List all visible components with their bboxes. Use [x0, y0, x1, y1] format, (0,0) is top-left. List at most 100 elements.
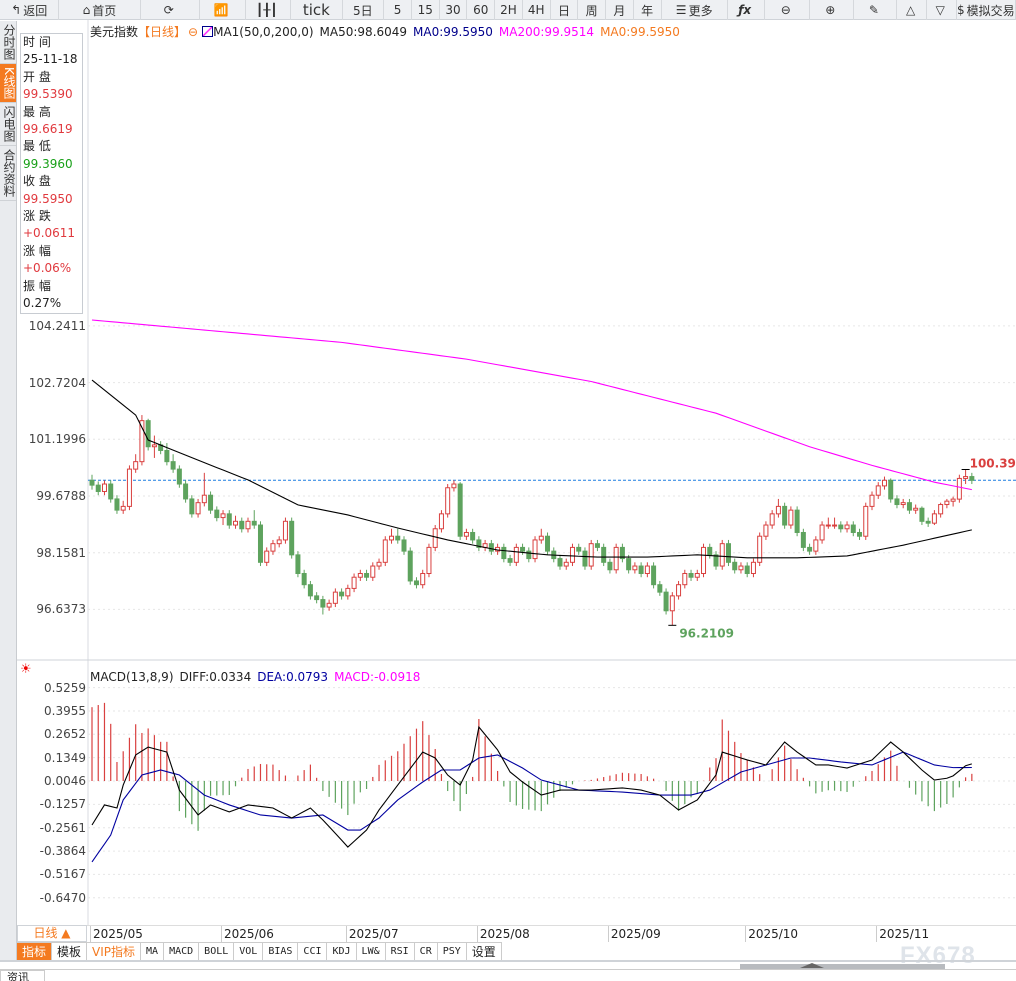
candle [432, 525, 438, 552]
diff-line [91, 725, 972, 848]
toolbar-button-label: 更多 [688, 3, 713, 18]
candle [594, 539, 600, 552]
candle-body [326, 602, 332, 608]
candle-body [320, 599, 326, 608]
toolbar-button-refresh[interactable]: ⟳ [141, 0, 200, 20]
candle-body [120, 505, 126, 511]
toolbar-button-zoom-out[interactable]: ⊖ [765, 0, 811, 20]
candle-body [782, 505, 788, 526]
candle [351, 573, 357, 593]
view-tab-0[interactable]: 分时图 [0, 21, 16, 64]
toolbar-button-日[interactable]: 日 [551, 0, 579, 20]
indicator-settings-icon[interactable]: ☀ [20, 662, 32, 677]
toolbar-button-更多[interactable]: ☰ 更多 [662, 0, 728, 20]
indicator-tab-rsi[interactable]: RSI [385, 943, 415, 961]
toolbar-button-2H[interactable]: 2H [495, 0, 523, 20]
indicator-tab-cci[interactable]: CCI [298, 943, 328, 961]
indicator-tab-设置[interactable]: 设置 [466, 943, 502, 961]
indicator-tab-macd[interactable]: MACD [164, 943, 200, 961]
toolbar-button-pen[interactable]: ✎ [854, 0, 898, 20]
candle [413, 577, 419, 589]
candle [314, 592, 320, 604]
toolbar-button-label: 返回 [23, 3, 48, 18]
toolbar-button-15[interactable]: 15 [412, 0, 440, 20]
toolbar-button-formula[interactable]: ƒx [728, 0, 765, 20]
candle-body [370, 565, 376, 578]
candle [869, 491, 875, 511]
dea-line [91, 751, 972, 863]
indicator-tab-模板[interactable]: 模板 [52, 943, 88, 961]
ma-indicator-name[interactable]: MA1(50,0,200,0) [213, 24, 314, 39]
horizontal-scrollbar[interactable] [740, 964, 945, 970]
indicator-tab-boll[interactable]: BOLL [199, 943, 235, 961]
low-label: 最 低 [23, 139, 51, 154]
ma200-line [91, 319, 972, 491]
toolbar-button-年[interactable]: 年 [634, 0, 662, 20]
candle-body [183, 483, 189, 500]
toolbar-button-label: 5 [393, 3, 402, 17]
candle [445, 484, 451, 518]
candle-body [376, 561, 382, 567]
candle-body [282, 520, 288, 541]
tab-news[interactable]: 资讯 [0, 970, 45, 981]
candle-body [569, 546, 575, 563]
candle [151, 435, 157, 458]
toolbar-button-line-chart[interactable]: 📶 [200, 0, 246, 20]
triangle-up-icon: △ [905, 3, 916, 17]
candle [463, 528, 469, 540]
indicator-tab-vol[interactable]: VOL [234, 943, 264, 961]
candle-body [651, 565, 657, 586]
candle [813, 536, 819, 555]
toolbar-button-tick[interactable]: tick [291, 0, 343, 20]
candle-body [526, 550, 532, 560]
view-tab-2[interactable]: 闪电图 [0, 103, 16, 146]
ohlc-info-panel: 时 间 25-11-18 开 盘 99.5390 最 高 99.6619 最 低… [20, 33, 83, 314]
ma-settings-icon[interactable] [202, 25, 214, 37]
toolbar-button-60[interactable]: 60 [467, 0, 496, 20]
candle-body [819, 524, 825, 541]
candle-body [532, 539, 538, 560]
candle [220, 510, 226, 526]
candle-body [176, 468, 182, 485]
candle [857, 528, 863, 540]
candle [395, 528, 401, 544]
toolbar-button-首页[interactable]: ⌂ 首页 [59, 0, 141, 20]
candle-body [257, 524, 263, 563]
indicator-tab-ma[interactable]: MA [141, 943, 165, 961]
indicator-tab-psy[interactable]: PSY [437, 943, 467, 961]
indicator-tab-vip指标[interactable]: VIP指标 [87, 943, 142, 961]
indicator-tab-kdj[interactable]: KDJ [327, 943, 357, 961]
candle [688, 569, 694, 581]
candle [89, 474, 95, 490]
candle [632, 562, 638, 574]
candle-body [208, 494, 214, 511]
candle-body [732, 561, 738, 571]
indicator-tab-cr[interactable]: CR [414, 943, 438, 961]
toolbar-button-5[interactable]: 5 [384, 0, 412, 20]
view-tab-3[interactable]: 合约资料 [0, 146, 16, 201]
toolbar-button-4H[interactable]: 4H [523, 0, 551, 20]
candle [557, 554, 563, 570]
toolbar-button-zoom-in[interactable]: ⊕ [810, 0, 854, 20]
toolbar-button-周[interactable]: 周 [578, 0, 607, 20]
candle [114, 495, 120, 514]
indicator-tab-bias[interactable]: BIAS [263, 943, 299, 961]
collapse-toggle-icon[interactable]: ⊖ [188, 24, 199, 39]
scroll-up-arrow-icon[interactable] [800, 963, 824, 968]
toolbar-button-5日[interactable]: 5日 [343, 0, 385, 20]
price-tick-label: 104.2411 [28, 318, 86, 333]
toolbar-button-triangle-down[interactable]: ▽ [927, 0, 957, 20]
candle-body [233, 520, 239, 526]
indicator-tabs: 指标 模板 VIP指标 MA MACD BOLL VOL BIAS CCI KDJ LW& RSI CR… [17, 942, 502, 961]
toolbar-button-candlestick[interactable]: ┃╂┃ [246, 0, 292, 20]
indicator-tab-lw&[interactable]: LW& [356, 943, 386, 961]
period-dropdown-button[interactable]: 日线 ▲ [17, 925, 87, 942]
toolbar-button-月[interactable]: 月 [606, 0, 634, 20]
toolbar-button-30[interactable]: 30 [440, 0, 468, 20]
toolbar-button-triangle-up[interactable]: △ [897, 0, 927, 20]
candle-body [663, 591, 669, 612]
indicator-tab-指标[interactable]: 指标 [17, 943, 53, 961]
view-tab-1[interactable]: K线图 [0, 64, 16, 103]
toolbar-button-返回[interactable]: ↰ 返回 [0, 0, 60, 20]
